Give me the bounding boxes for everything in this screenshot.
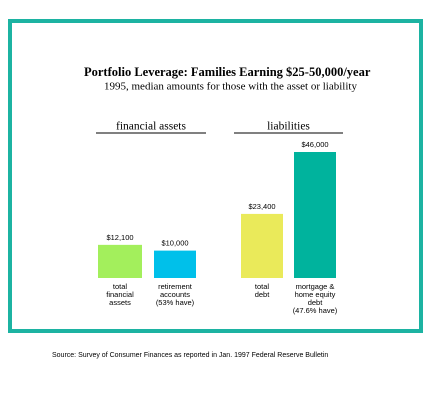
group-label: liabilities	[267, 121, 310, 133]
x-tick-label: financial	[106, 290, 134, 299]
value-label: $46,000	[301, 140, 328, 149]
chart-subtitle: 1995, median amounts for those with the …	[104, 81, 357, 93]
value-label: $12,100	[106, 233, 133, 242]
x-tick-label: mortgage &	[296, 282, 335, 291]
x-tick-label: (53% have)	[156, 298, 195, 307]
bar	[241, 213, 283, 278]
group-label: financial assets	[116, 121, 186, 133]
x-tick-label: assets	[109, 298, 131, 307]
x-tick-label: total	[255, 282, 270, 291]
x-tick-label: total	[113, 282, 128, 291]
bar	[98, 244, 142, 278]
bar	[294, 152, 336, 278]
x-tick-label: home equity	[295, 290, 336, 299]
source-note: Source: Survey of Consumer Finances as r…	[52, 352, 328, 359]
bar	[154, 250, 196, 278]
x-tick-label: debt	[255, 290, 271, 299]
x-tick-label: debt	[308, 298, 324, 307]
x-tick-label: retirement	[158, 282, 193, 291]
chart-title: Portfolio Leverage: Families Earning $25…	[84, 65, 371, 79]
value-label: $10,000	[161, 239, 188, 248]
value-label: $23,400	[248, 202, 275, 211]
x-tick-label: accounts	[160, 290, 190, 299]
frame	[8, 19, 423, 333]
x-tick-label: (47.6% have)	[293, 306, 338, 315]
